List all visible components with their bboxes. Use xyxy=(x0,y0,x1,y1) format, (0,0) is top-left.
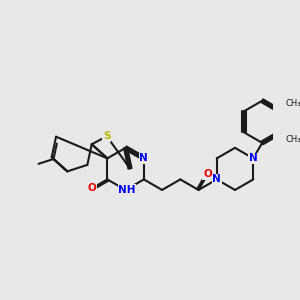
Text: O: O xyxy=(88,183,96,194)
Text: S: S xyxy=(103,131,110,141)
Text: N: N xyxy=(212,174,221,184)
Text: CH₃: CH₃ xyxy=(285,99,300,108)
Text: N: N xyxy=(249,153,258,164)
Text: NH: NH xyxy=(118,185,136,195)
Text: O: O xyxy=(203,169,212,179)
Text: CH₃: CH₃ xyxy=(285,135,300,144)
Text: N: N xyxy=(140,153,148,164)
